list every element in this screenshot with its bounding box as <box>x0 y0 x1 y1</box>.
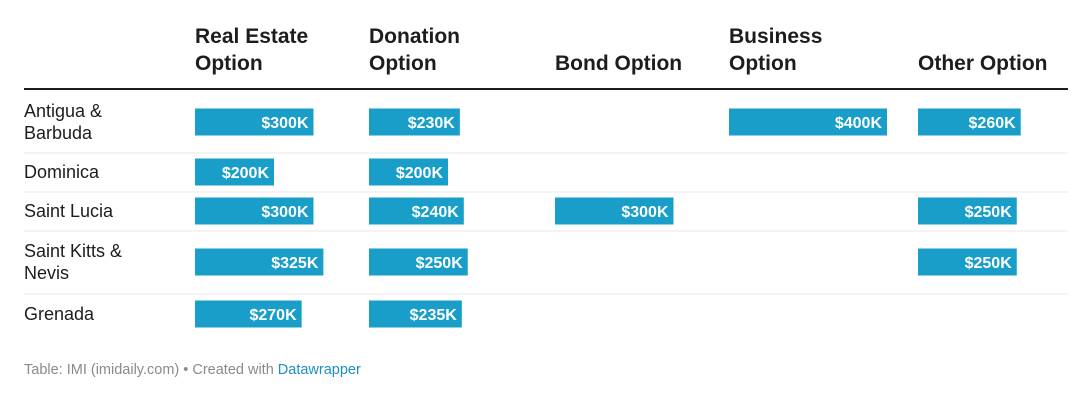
bar-value-label: $200K <box>222 165 270 182</box>
column-header: Business <box>729 25 822 48</box>
bar-value-label: $400K <box>835 115 883 132</box>
bar <box>369 158 448 186</box>
bar-value-label: $325K <box>271 255 319 272</box>
bar-value-label: $250K <box>965 255 1013 272</box>
bar-value-label: $270K <box>249 307 297 324</box>
investment-options-table: Real Estate Option Donation Option Bond Opti… <box>24 25 1068 328</box>
row-label: Grenada <box>24 304 95 324</box>
bar <box>195 248 324 276</box>
row-label: Saint Lucia <box>24 201 114 221</box>
bar-value-label: $230K <box>408 115 456 132</box>
bar <box>555 197 674 225</box>
datawrapper-link[interactable]: Datawrapper <box>277 362 361 378</box>
bar <box>369 108 460 136</box>
bar <box>918 108 1021 136</box>
bar-value-label: $235K <box>410 307 458 324</box>
bar <box>729 108 887 136</box>
row-label: Nevis <box>24 263 69 283</box>
bar-value-label: $250K <box>416 255 464 272</box>
bar <box>369 197 464 225</box>
bar-value-label: $260K <box>969 115 1017 132</box>
bar <box>369 248 468 276</box>
row-label: Barbuda <box>24 123 93 143</box>
column-header: Other Option <box>918 52 1048 75</box>
bar-value-label: $250K <box>965 204 1013 221</box>
row-label: Saint Kitts & <box>24 241 122 261</box>
column-header: Option <box>195 52 263 75</box>
bar <box>195 197 314 225</box>
column-header: Option <box>369 52 437 75</box>
bar <box>195 158 274 186</box>
bar <box>918 197 1017 225</box>
column-header: Option <box>729 52 797 75</box>
bar <box>195 108 314 136</box>
footer-source: Table: IMI (imidaily.com) • Created with <box>24 362 278 378</box>
row-label: Dominica <box>24 162 100 182</box>
bar <box>195 300 302 328</box>
column-header: Real Estate <box>195 25 308 48</box>
column-header: Donation <box>369 25 460 48</box>
column-header: Bond Option <box>555 52 682 75</box>
bar <box>369 300 462 328</box>
bar-value-label: $300K <box>261 204 309 221</box>
bar-value-label: $300K <box>621 204 669 221</box>
bar-value-label: $240K <box>412 204 460 221</box>
bar-value-label: $200K <box>396 165 444 182</box>
table-footer: Table: IMI (imidaily.com) • Created with… <box>24 362 361 378</box>
bar-value-label: $300K <box>261 115 309 132</box>
row-label: Antigua & <box>24 101 102 121</box>
bar <box>918 248 1017 276</box>
